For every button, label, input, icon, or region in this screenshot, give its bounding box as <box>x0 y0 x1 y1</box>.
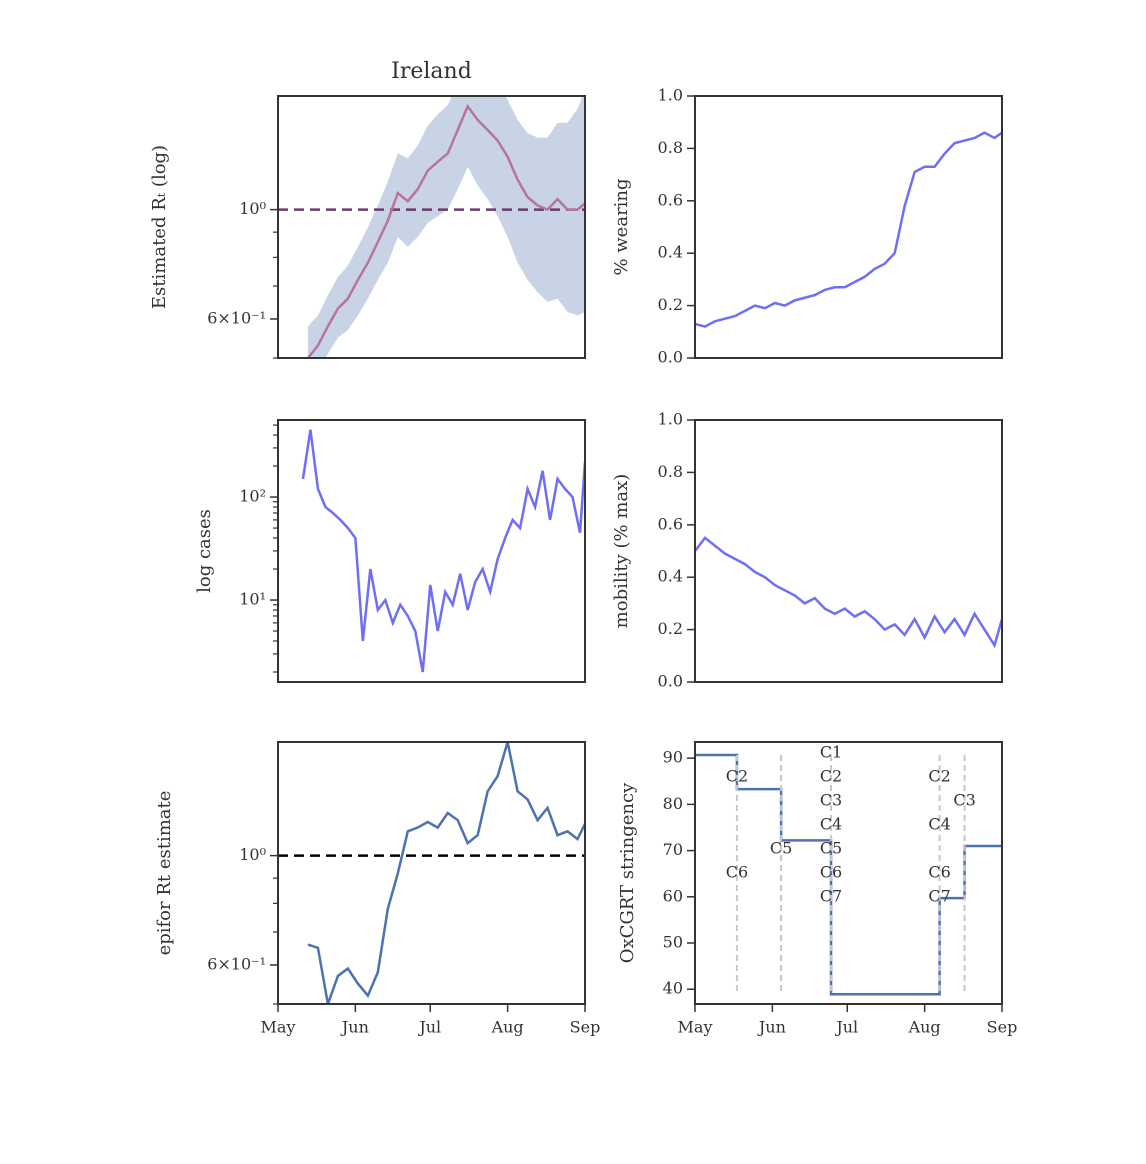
x-tick-label: Sep <box>987 1018 1018 1037</box>
event-label: C6 <box>820 863 842 882</box>
axes-frame <box>694 419 1003 683</box>
data-line <box>695 536 1002 649</box>
axes-frame <box>277 95 586 359</box>
y-tick-label: 0.6 <box>658 190 683 209</box>
x-tick-label: Sep <box>570 1018 601 1037</box>
data-line <box>301 429 585 673</box>
event-label: C7 <box>928 887 950 906</box>
plot-area <box>695 131 1002 328</box>
y-axis-label: OxCGRT stringency <box>617 782 638 963</box>
event-label: C4 <box>928 815 950 834</box>
event-label: C4 <box>820 815 842 834</box>
y-tick-label: 0.8 <box>658 138 683 157</box>
y-tick-label: 10¹ <box>239 590 266 609</box>
event-label: C2 <box>928 767 950 786</box>
event-label: C3 <box>820 791 842 810</box>
event-label: C2 <box>820 767 842 786</box>
panel: % wearing 0.0 0.2 0.4 0.6 0.8 1.0 <box>611 86 1003 367</box>
data-line <box>695 131 1002 328</box>
panel: log cases 10¹ 10² <box>194 419 586 683</box>
x-tick-label: May <box>261 1018 296 1037</box>
y-tick-label: 50 <box>663 933 683 952</box>
event-label: C1 <box>820 743 842 762</box>
x-tick-label: Aug <box>491 1018 524 1037</box>
y-tick-label: 0.0 <box>658 348 683 367</box>
y-axis-label: log cases <box>194 509 215 593</box>
axes-frame <box>694 95 1003 359</box>
axes-frame <box>277 741 586 1005</box>
plot-area <box>278 96 585 358</box>
uncertainty-band <box>307 96 585 358</box>
event-label: C5 <box>820 839 842 858</box>
chart-title: Ireland <box>391 59 472 84</box>
event-label: C6 <box>726 863 748 882</box>
y-tick-label: 10² <box>239 487 266 506</box>
axes-frame <box>694 741 1003 1005</box>
x-tick-label: May <box>678 1018 713 1037</box>
y-tick-label: 60 <box>663 886 683 905</box>
event-label: C6 <box>928 863 950 882</box>
y-tick-label: 1.0 <box>658 410 683 429</box>
event-label: C7 <box>820 887 842 906</box>
y-tick-label: 90 <box>663 748 683 767</box>
y-tick-label: 6×10⁻¹ <box>207 954 266 973</box>
event-label: C3 <box>953 791 975 810</box>
y-tick-label: 10⁰ <box>239 199 266 218</box>
y-axis-label: mobility (% max) <box>611 474 632 629</box>
panel: Ireland Estimated Rₜ (log) 6×10⁻¹ 10⁰ <box>149 59 586 359</box>
panel: OxCGRT stringency 40 50 60 70 80 90 May Jun Jul Au… <box>617 741 1018 1037</box>
y-tick-label: 0.8 <box>658 462 683 481</box>
y-tick-label: 1.0 <box>658 86 683 105</box>
y-tick-label: 0.2 <box>658 295 683 314</box>
y-tick-label: 0.4 <box>658 567 683 586</box>
data-line <box>306 103 585 358</box>
y-axis-label: epifor Rt estimate <box>154 791 175 956</box>
y-tick-label: 80 <box>663 794 683 813</box>
y-tick-label: 0.4 <box>658 243 683 262</box>
plot-area <box>695 536 1002 649</box>
axes-frame <box>277 419 586 683</box>
x-tick-label: Aug <box>908 1018 941 1037</box>
y-tick-label: 70 <box>663 840 683 859</box>
event-label: C5 <box>770 839 792 858</box>
y-tick-label: 0.0 <box>658 672 683 691</box>
plot-area <box>301 429 585 673</box>
event-label: C2 <box>726 767 748 786</box>
x-tick-label: Jun <box>757 1018 786 1037</box>
plot-area <box>278 742 585 1004</box>
y-axis-label: % wearing <box>611 178 632 275</box>
x-tick-label: Jun <box>340 1018 369 1037</box>
x-tick-label: Jul <box>417 1018 441 1037</box>
data-line <box>307 742 585 1004</box>
y-tick-label: 10⁰ <box>239 845 266 864</box>
y-tick-label: 0.6 <box>658 514 683 533</box>
x-tick-label: Jul <box>834 1018 858 1037</box>
y-tick-label: 6×10⁻¹ <box>207 308 266 327</box>
y-tick-label: 0.2 <box>658 619 683 638</box>
panel: epifor Rt estimate 6×10⁻¹ 10⁰ May Jun Jul Aug S… <box>154 741 601 1037</box>
panel: mobility (% max) 0.0 0.2 0.4 0.6 0.8 1.0 <box>611 410 1003 691</box>
y-tick-label: 40 <box>663 979 683 998</box>
y-axis-label: Estimated Rₜ (log) <box>149 145 170 309</box>
